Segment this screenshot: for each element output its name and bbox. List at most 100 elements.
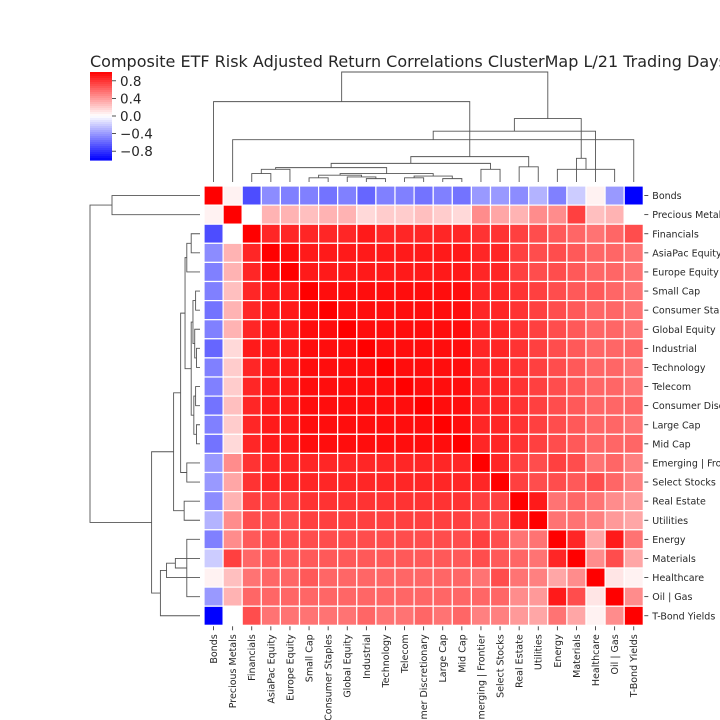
heatmap-cell [489,567,511,588]
heatmap-cell [432,395,453,416]
heatmap-cell [203,586,224,607]
heatmap-cell [528,185,549,206]
heatmap-cell [203,414,224,435]
row-dendrogram-link [166,562,200,578]
heatmap-cell [375,529,396,550]
heatmap-cell [298,548,320,569]
heatmap-cell [489,242,511,264]
row-dendrogram-link [174,558,200,569]
heatmap-cell [318,261,339,283]
colorbar-segment [90,142,112,145]
heatmap-cell [604,529,625,550]
x-tick-label-technology: Technology [381,634,392,689]
heatmap-cell [356,223,377,244]
heatmap-cell [394,280,415,302]
heatmap-cell [356,376,377,397]
heatmap-cell [470,242,492,264]
heatmap-cell [547,319,568,340]
column-dendrogram-link [410,156,530,167]
heatmap-cell [451,433,472,454]
heatmap-cell [337,280,358,302]
heatmap-cell [623,261,644,283]
colorbar-tick-label: −0.4 [120,127,153,143]
heatmap-cell [585,204,606,225]
y-tick-label-europe-equity: Europe Equity [652,267,719,278]
heatmap-cell [222,300,243,321]
heatmap-cell [585,242,606,264]
heatmap-cell [241,605,262,626]
heatmap-cell [260,319,281,340]
heatmap-cell [279,204,301,225]
heatmap-cell [375,261,396,283]
heatmap-cell [337,452,358,474]
x-tick-label-large-cap: Large Cap [438,634,449,682]
heatmap-cell [432,357,453,378]
colorbar-segment [90,78,112,81]
heatmap-cell [375,471,396,493]
heatmap-cell [279,376,301,397]
heatmap-cell [298,300,320,321]
heatmap-cell [356,280,377,302]
heatmap-cell [298,414,320,435]
heatmap-cell [470,319,492,340]
heatmap-cell [604,586,625,607]
heatmap-cell [356,586,377,607]
y-tick-label-small-cap: Small Cap [652,287,700,298]
heatmap-cell [413,204,434,225]
heatmap-cell [566,204,587,225]
column-dendrogram-link [213,101,471,182]
heatmap-cell [375,204,396,225]
heatmap-cell [585,605,606,626]
heatmap-cell [203,261,224,283]
y-tick-label-technology: Technology [651,363,706,374]
heatmap-cell [241,242,262,264]
heatmap-cell [528,452,549,474]
heatmap-cell [375,433,396,454]
heatmap-cell [375,548,396,569]
heatmap-cell [604,491,625,512]
colorbar-tick-label: 0.8 [120,74,141,90]
heatmap-cell [260,529,281,550]
heatmap-cell [375,300,396,321]
heatmap-cell [509,185,530,206]
heatmap-cell [547,605,568,626]
heatmap-cell [298,605,320,626]
heatmap-cell [585,300,606,321]
column-dendrogram-link [339,173,434,177]
heatmap-cell [394,414,415,435]
colorbar-segment [90,108,112,111]
heatmap-cell [222,471,243,493]
heatmap-cell [375,338,396,359]
heatmap-cell [203,605,224,626]
heatmap-cell [298,471,320,493]
column-dendrogram-link [556,168,616,182]
heatmap-cell [432,338,453,359]
heatmap-cell [489,529,511,550]
y-tick-label-industrial: Industrial [652,344,697,355]
heatmap-cell [470,510,492,531]
heatmap-cell [337,548,358,569]
heatmap-cell [337,433,358,454]
heatmap-cell [566,548,587,569]
y-tick-label-financials: Financials [652,229,699,240]
heatmap-cell [337,319,358,340]
heatmap-cell [279,529,301,550]
heatmap-cell [318,185,339,206]
row-dendrogram-link [180,312,187,473]
heatmap-cell [489,223,511,244]
heatmap-cell [279,242,301,264]
heatmap-cell [337,338,358,359]
column-dendrogram-link [232,139,635,182]
heatmap-cell [356,529,377,550]
heatmap-cell [528,471,549,493]
heatmap-cell [528,261,549,283]
heatmap-cell [394,491,415,512]
heatmap-cell [566,452,587,474]
heatmap-cell [337,223,358,244]
colorbar-segment [90,110,112,113]
heatmap-cell [413,586,434,607]
heatmap-cell [318,376,339,397]
heatmap-cell [451,605,472,626]
colorbar-segment [90,126,112,129]
